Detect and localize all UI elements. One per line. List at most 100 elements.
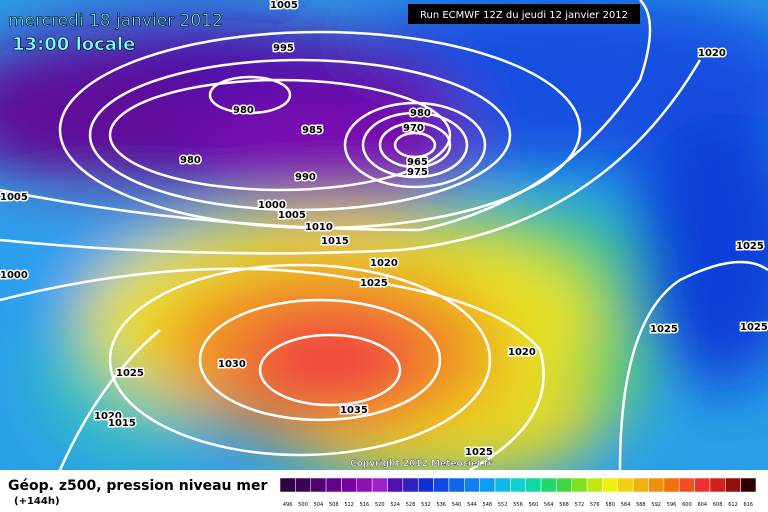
scale-swatch [648, 477, 665, 493]
scale-swatch [494, 477, 511, 493]
scale-label: 560 [529, 502, 539, 508]
scale-label: 512 [344, 502, 354, 508]
scale-label: 584 [621, 502, 631, 508]
isobar-label: 1025 [116, 368, 144, 379]
isobar-label: 1025 [650, 324, 678, 335]
isobar-label: 990 [295, 172, 316, 183]
isobar-label: 1025 [465, 447, 493, 458]
isobar-label: 1025 [740, 322, 768, 333]
scale-label: 528 [406, 502, 416, 508]
lead-time: (+144h) [14, 496, 60, 507]
scale-label: 576 [590, 502, 600, 508]
scale-swatch [433, 477, 450, 493]
scale-swatch [402, 477, 419, 493]
scale-label: 572 [575, 502, 585, 508]
scale-swatch [417, 477, 434, 493]
isobar-label: 1025 [736, 241, 764, 252]
scale-swatch [602, 477, 619, 493]
scale-label: 508 [329, 502, 339, 508]
copyright: Copyright 2012 Meteociel.fr [350, 459, 493, 469]
scale-swatch [295, 477, 311, 493]
scale-swatch [510, 477, 526, 493]
scale-swatch [617, 477, 634, 493]
scale-swatch [448, 477, 465, 493]
isobar-label: 1005 [0, 192, 28, 203]
map-field [0, 0, 768, 470]
scale-swatch [571, 477, 588, 493]
scale-label: 532 [421, 502, 431, 508]
scale-label: 500 [298, 502, 308, 508]
isobar-label: 1020 [370, 258, 398, 269]
scale-swatch [464, 477, 480, 493]
scale-swatch [525, 477, 542, 493]
scale-label: 600 [682, 502, 692, 508]
forecast-time: 13:00 locale [12, 34, 135, 55]
isobar-label: 1010 [305, 222, 333, 233]
isobar-label: 1030 [218, 359, 246, 370]
isobar-label: 1005 [278, 210, 306, 221]
isobar-label: 980 [233, 105, 254, 116]
scale-swatch [586, 477, 603, 493]
isobar-label: 1020 [508, 347, 536, 358]
scale-swatch [310, 477, 327, 493]
scale-label: 536 [436, 502, 446, 508]
isobar-label: 995 [273, 43, 294, 54]
scale-label: 588 [636, 502, 646, 508]
scale-label: 596 [667, 502, 677, 508]
scale-swatch [356, 477, 373, 493]
scale-label: 564 [544, 502, 554, 508]
scale-label: 544 [467, 502, 477, 508]
scale-label: 580 [605, 502, 615, 508]
run-box [408, 4, 640, 24]
scale-swatch [371, 477, 388, 493]
isobar-label: 975 [407, 167, 428, 178]
scale-label: 568 [559, 502, 569, 508]
isobar-label: 1005 [270, 0, 298, 11]
color-scale: 496 500 504 508 512 516 520 524 528 532 536 540 544 5… [279, 477, 757, 508]
scale-swatch [479, 477, 496, 493]
forecast-date: mercredi 18 janvier 2012 [8, 11, 223, 31]
isobar-label: 1015 [108, 418, 136, 429]
scale-swatch [740, 477, 757, 493]
scale-label: 592 [651, 502, 661, 508]
scale-label: 504 [314, 502, 324, 508]
scale-label: 608 [713, 502, 723, 508]
scale-label: 516 [360, 502, 370, 508]
isobar-label: 985 [302, 125, 323, 136]
scale-swatch [325, 477, 342, 493]
scale-label: 524 [390, 502, 400, 508]
scale-swatch [387, 477, 404, 493]
scale-swatch [694, 477, 711, 493]
isobar-label: 980 [180, 155, 201, 166]
scale-swatch [341, 477, 358, 493]
scale-label: 540 [452, 502, 462, 508]
scale-swatch [556, 477, 572, 493]
isobar-label: 980 [410, 108, 431, 119]
isobar-label: 1020 [94, 411, 122, 422]
scale-label: 548 [483, 502, 493, 508]
scale-swatch [678, 477, 695, 493]
scale-swatch [725, 477, 741, 493]
isobar-label: 1015 [321, 236, 349, 247]
isobar-label: 1000 [258, 200, 286, 211]
run-info: Run ECMWF 12Z du jeudi 12 janvier 2012 [420, 10, 628, 21]
isobar-label: 970 [403, 123, 424, 134]
isobar-label: 1020 [698, 48, 726, 59]
scale-label: 616 [744, 502, 754, 508]
isobar-label: 1025 [360, 278, 388, 289]
scale-label: 556 [513, 502, 523, 508]
scale-swatch [279, 477, 296, 493]
scale-swatch [709, 477, 726, 493]
isobars [0, 0, 768, 470]
scale-swatch [540, 477, 557, 493]
isobar-label: 1035 [340, 405, 368, 416]
isobar-label: 965 [407, 157, 428, 168]
isobar-label: 1000 [0, 270, 28, 281]
scale-label: 520 [375, 502, 385, 508]
scale-label: 604 [697, 502, 707, 508]
scale-label: 552 [498, 502, 508, 508]
legend-title: Géop. z500, pression niveau mer [8, 478, 267, 494]
scale-swatch [663, 477, 680, 493]
